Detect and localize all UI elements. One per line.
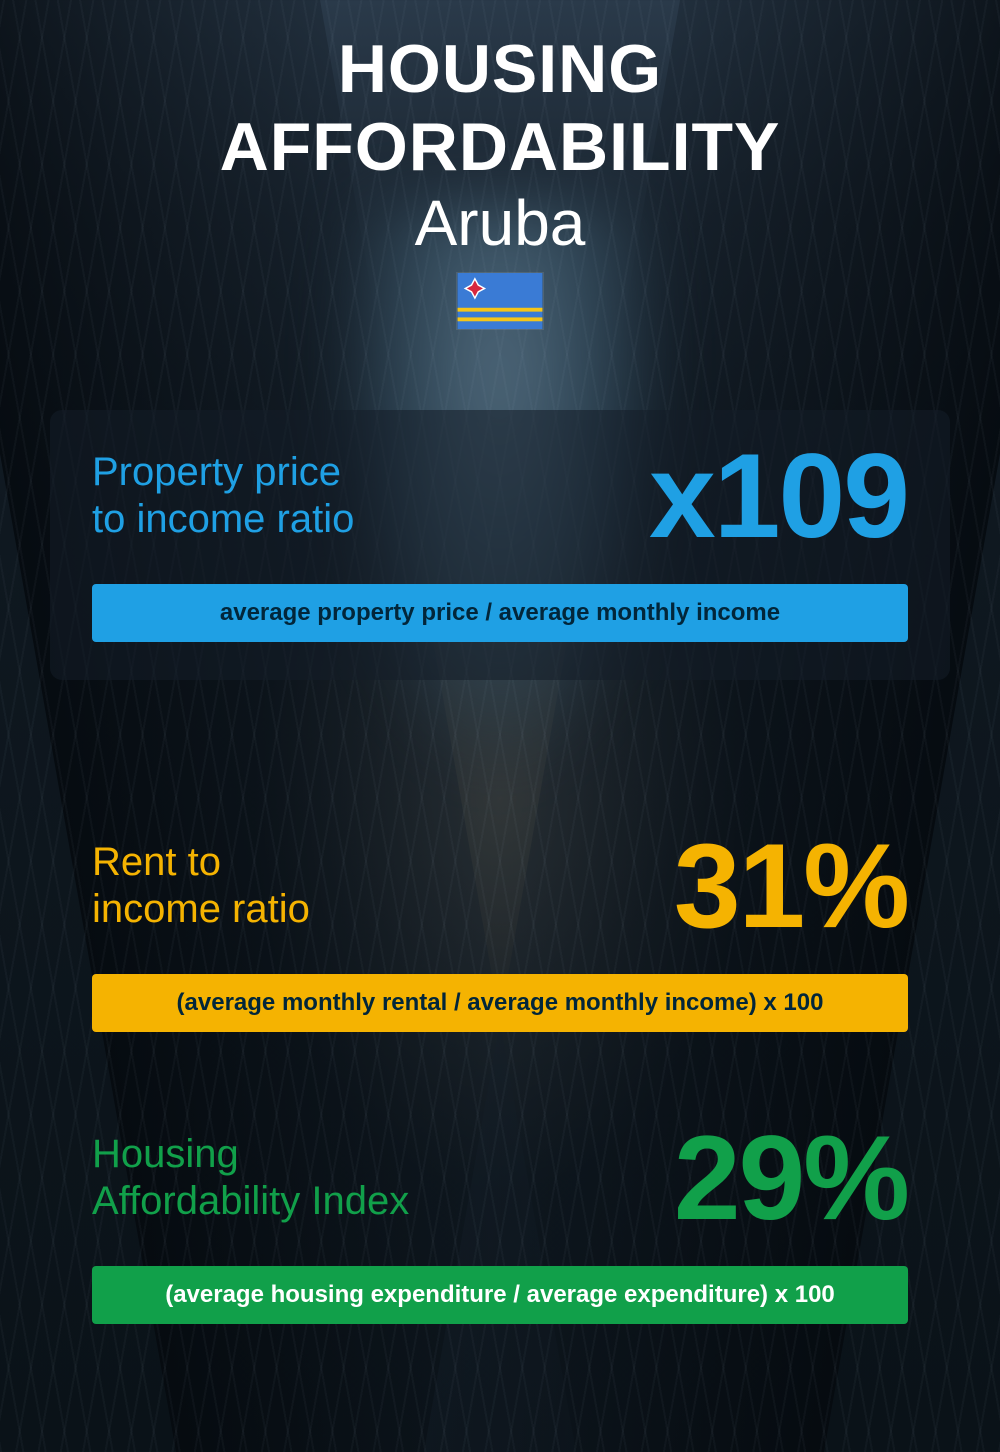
metric-label: Property priceto income ratio (92, 449, 354, 543)
metric-formula: (average monthly rental / average monthl… (92, 974, 908, 1032)
metric-formula: average property price / average monthly… (92, 584, 908, 642)
metric-formula: (average housing expenditure / average e… (92, 1266, 908, 1324)
country-flag-icon (456, 272, 544, 330)
main-title: HOUSING AFFORDABILITY (50, 30, 950, 186)
metric-panel-affordability-index: HousingAffordability Index 29% (average … (50, 1092, 950, 1362)
metric-value: 31% (674, 832, 908, 940)
metric-panel-rent-ratio: Rent toincome ratio 31% (average monthly… (50, 800, 950, 1070)
metric-label: Rent toincome ratio (92, 839, 310, 933)
metric-value: 29% (674, 1124, 908, 1232)
metric-panel-property-price: Property priceto income ratio x109 avera… (50, 410, 950, 680)
metric-value: x109 (649, 442, 908, 550)
metric-label: HousingAffordability Index (92, 1131, 409, 1225)
country-subtitle: Aruba (50, 186, 950, 260)
